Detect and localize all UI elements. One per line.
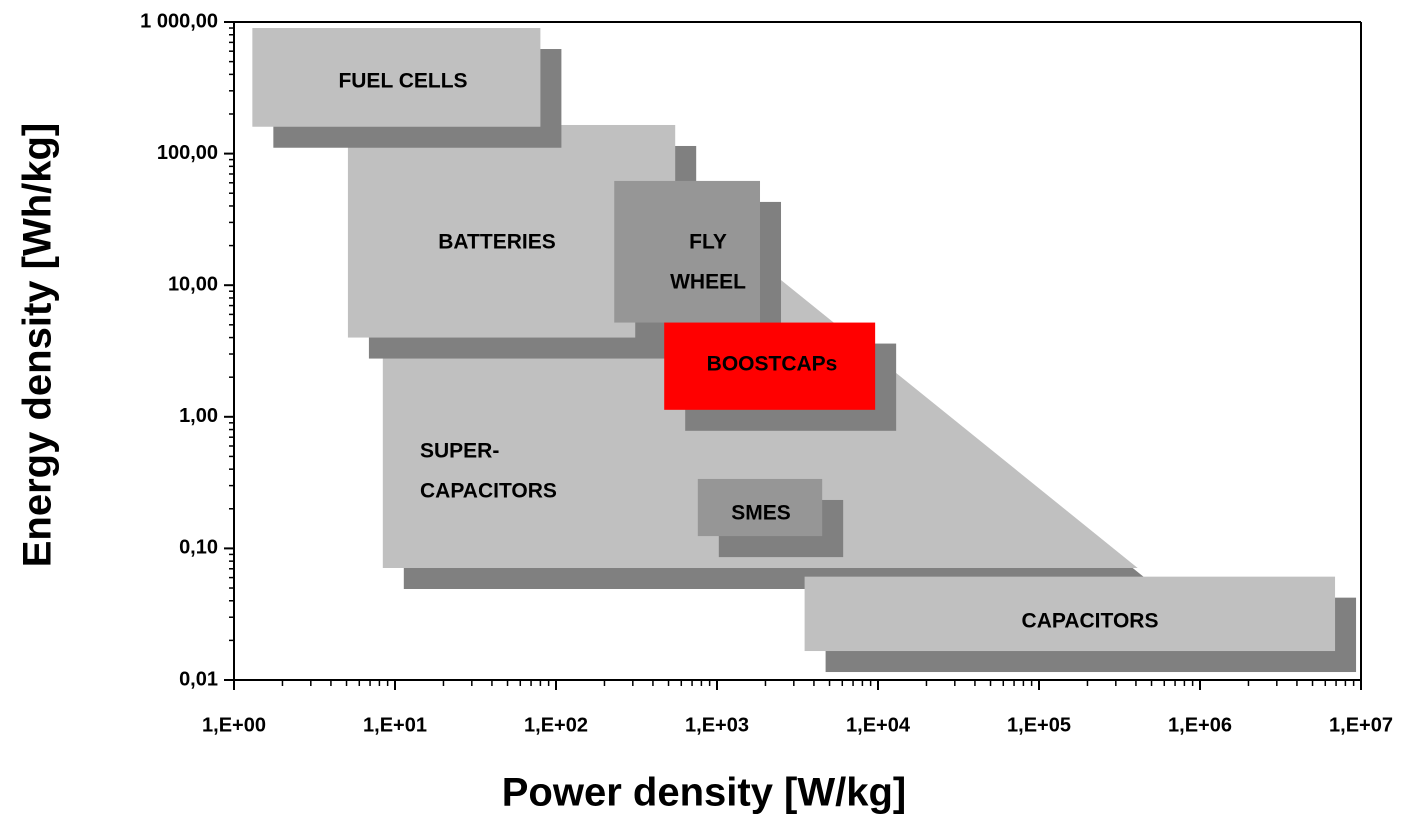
- region-label: SUPER-: [420, 440, 499, 463]
- x-tick-label: 1,E+04: [846, 714, 911, 736]
- x-tick-label: 1,E+01: [363, 714, 427, 736]
- region-label: BATTERIES: [438, 231, 555, 254]
- region: [697, 478, 823, 537]
- region: [664, 322, 876, 410]
- x-tick-label: 1,E+05: [1007, 714, 1071, 736]
- region-label: WHEEL: [670, 271, 746, 294]
- region-label: BOOSTCAPs: [707, 353, 838, 376]
- x-tick-label: 1,E+00: [202, 714, 266, 736]
- y-tick-label: 10,00: [168, 273, 218, 295]
- x-tick-label: 1,E+06: [1168, 714, 1232, 736]
- y-axis-title: Energy density [Wh/kg]: [16, 123, 60, 568]
- region-label: FUEL CELLS: [338, 70, 467, 93]
- region-label: SMES: [731, 502, 791, 525]
- x-axis-title: Power density [W/kg]: [502, 771, 907, 815]
- region: [804, 576, 1336, 652]
- y-tick-label: 0,01: [179, 668, 218, 690]
- x-tick-label: 1,E+03: [685, 714, 749, 736]
- region: [614, 180, 761, 323]
- region: [252, 28, 541, 127]
- region-label: CAPACITORS: [1022, 610, 1159, 633]
- y-tick-label: 100,00: [157, 142, 218, 164]
- region-label: CAPACITORS: [420, 480, 557, 503]
- x-tick-label: 1,E+07: [1329, 714, 1393, 736]
- y-tick-label: 0,10: [179, 537, 218, 559]
- y-tick-label: 1 000,00: [140, 10, 218, 32]
- x-tick-label: 1,E+02: [524, 714, 588, 736]
- y-tick-label: 1,00: [179, 405, 218, 427]
- region-label: FLY: [689, 231, 727, 254]
